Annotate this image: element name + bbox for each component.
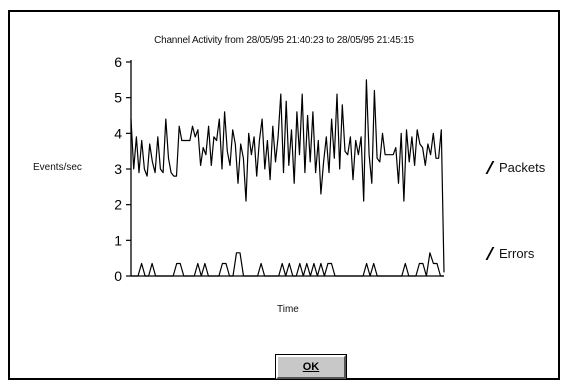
series-layer bbox=[130, 79, 445, 277]
y-tick-label: 5 bbox=[114, 90, 122, 106]
y-axis-label: Events/sec bbox=[33, 162, 82, 173]
series-line-packets bbox=[130, 79, 445, 273]
legend-label-packets: Packets bbox=[499, 160, 546, 175]
series-line-errors bbox=[131, 252, 444, 277]
y-axis-ticks: 0 1 2 3 4 5 6 bbox=[114, 54, 131, 284]
chart-window: Channel Activity from 28/05/95 21:40:23 … bbox=[8, 10, 560, 380]
y-tick-label: 2 bbox=[114, 197, 122, 213]
y-tick-label: 0 bbox=[114, 268, 122, 284]
legend-label-errors: Errors bbox=[499, 246, 535, 261]
y-tick-label: 1 bbox=[114, 232, 122, 248]
legend-item-errors: Errors bbox=[485, 245, 535, 261]
y-tick-label: 3 bbox=[114, 161, 122, 177]
x-axis-label: Time bbox=[277, 304, 299, 315]
ok-button[interactable]: OK bbox=[275, 354, 347, 380]
chart-title: Channel Activity from 28/05/95 21:40:23 … bbox=[154, 35, 414, 46]
y-tick-label: 4 bbox=[114, 125, 122, 141]
y-tick-label: 6 bbox=[114, 54, 122, 70]
legend-item-packets: Packets bbox=[485, 159, 546, 175]
